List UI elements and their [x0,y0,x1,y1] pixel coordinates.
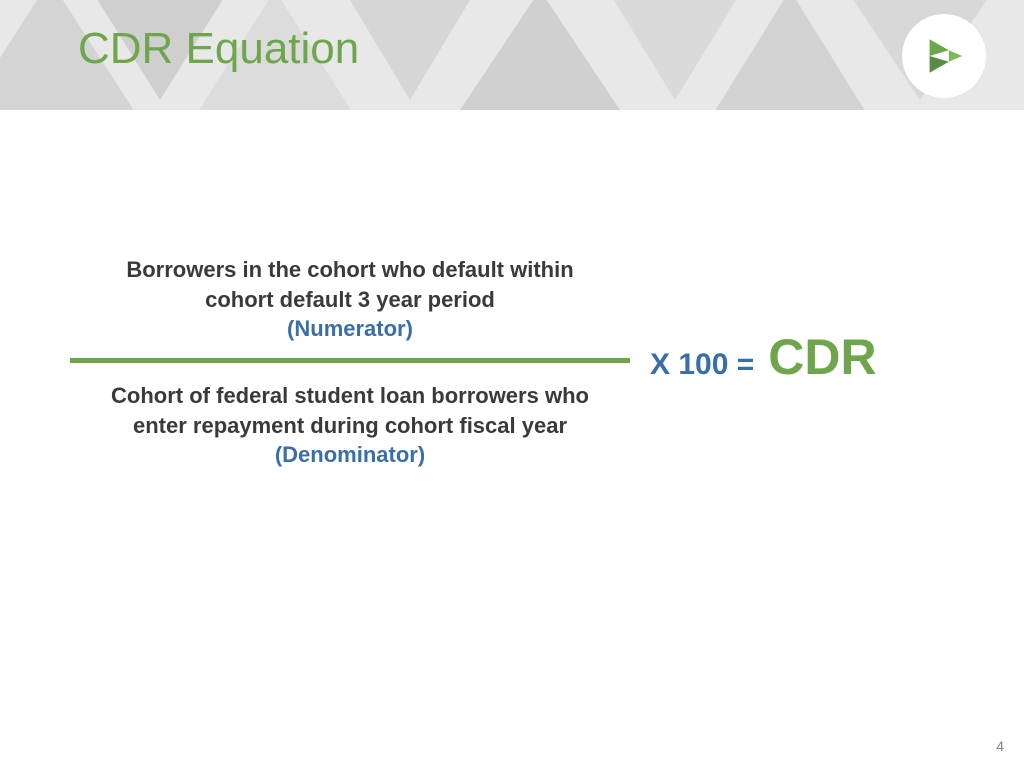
denominator-text: Cohort of federal student loan borrowers… [111,383,589,438]
numerator: Borrowers in the cohort who default with… [70,255,630,344]
denominator-label: (Denominator) [275,442,425,467]
page-number: 4 [996,738,1004,754]
logo-circle [902,14,986,98]
multiplier-text: X 100 = [650,348,754,382]
slide-content: Borrowers in the cohort who default with… [0,110,1024,768]
numerator-label: (Numerator) [287,316,413,341]
header-band: CDR Equation [0,0,1024,110]
numerator-text: Borrowers in the cohort who default with… [126,257,573,312]
slide-title: CDR Equation [78,24,359,74]
denominator: Cohort of federal student loan borrowers… [70,381,630,470]
arrow-icon [920,32,968,80]
result-text: CDR [768,328,876,386]
equation-result: X 100 = CDR [650,328,877,386]
equation-fraction: Borrowers in the cohort who default with… [70,255,630,470]
fraction-divider [70,358,630,363]
